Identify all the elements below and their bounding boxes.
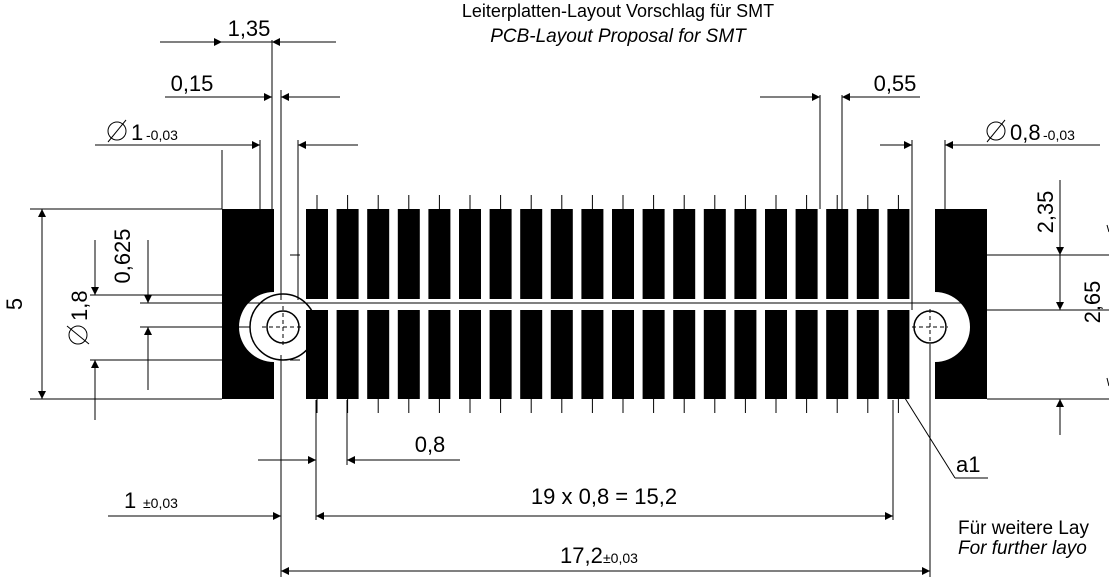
contact-pad bbox=[795, 310, 818, 399]
dim-dia-1-8-label: 1,8 bbox=[67, 290, 92, 321]
note-en: For further layo bbox=[958, 538, 1087, 559]
note-de: Für weitere Lay bbox=[958, 518, 1089, 539]
contact-pad bbox=[642, 209, 665, 299]
dim-pitch-total-label: 19 x 0,8 = 15,2 bbox=[531, 484, 677, 509]
contact-pad bbox=[306, 209, 328, 299]
contact-pad bbox=[734, 209, 757, 299]
dim-0-8: 0,8 bbox=[258, 432, 460, 464]
contact-pad bbox=[826, 310, 849, 399]
dim-1-tol: ±0,03 bbox=[143, 495, 178, 511]
dim-1-35: 1,35 bbox=[160, 16, 336, 46]
dim-2-65: 2,65 bbox=[1056, 224, 1109, 435]
dim-5-label: 5 bbox=[2, 298, 27, 310]
dim-0-625-label: 0,625 bbox=[110, 228, 135, 283]
dim-2-35-label: 2,35 bbox=[1033, 191, 1058, 234]
reference-lines bbox=[30, 208, 1109, 400]
contact-pad bbox=[428, 310, 451, 399]
contact-pad bbox=[856, 310, 879, 399]
contact-pad bbox=[459, 310, 481, 399]
left-mount-pad bbox=[222, 209, 317, 399]
dim-0-55: 0,55 bbox=[760, 71, 920, 101]
contact-pad bbox=[887, 209, 910, 299]
dim-5: 5 bbox=[2, 209, 46, 399]
dim-dia-0-8: 0,8 -0,03 bbox=[880, 119, 1100, 149]
dim-17-2-label: 17,2 bbox=[560, 543, 603, 568]
contact-pad bbox=[734, 310, 757, 399]
contact-pad bbox=[397, 310, 420, 399]
contact-pad bbox=[520, 209, 543, 299]
contact-pad bbox=[489, 310, 512, 399]
pin-a1-label: a1 bbox=[956, 452, 980, 477]
contact-pad bbox=[336, 209, 359, 299]
dim-17-2: 17,2 ±0,03 bbox=[281, 543, 930, 575]
contact-pad bbox=[612, 209, 634, 299]
dim-0-15-label: 0,15 bbox=[171, 71, 214, 96]
contact-pad bbox=[612, 310, 634, 399]
dim-dia-1-label: 1 bbox=[131, 120, 143, 145]
dim-dia-1: 1 -0,03 bbox=[95, 119, 358, 149]
contact-pad bbox=[459, 209, 481, 299]
contact-pads bbox=[306, 195, 910, 413]
dim-dia-0-8-label: 0,8 bbox=[1010, 120, 1041, 145]
contact-pad bbox=[673, 310, 696, 399]
dim-0-15: 0,15 bbox=[165, 71, 340, 101]
dim-dia-1-tol: -0,03 bbox=[146, 127, 178, 143]
contact-pad bbox=[550, 209, 573, 299]
contact-pad bbox=[489, 209, 512, 299]
contact-pad bbox=[856, 209, 879, 299]
contact-pad bbox=[520, 310, 543, 399]
contact-pad bbox=[642, 310, 665, 399]
contact-pad bbox=[765, 209, 787, 299]
contact-pad bbox=[367, 209, 390, 299]
contact-pad bbox=[795, 209, 818, 299]
dim-1: 1 ±0,03 bbox=[108, 488, 340, 520]
contact-pad bbox=[703, 310, 726, 399]
contact-pad bbox=[581, 209, 604, 299]
dim-pitch-total: 19 x 0,8 = 15,2 bbox=[316, 484, 893, 520]
vertical-ref-lines bbox=[221, 40, 946, 577]
title-de: Leiterplatten-Layout Vorschlag für SMT bbox=[462, 1, 774, 21]
contact-pad bbox=[703, 209, 726, 299]
dim-2-65-label: 2,65 bbox=[1080, 281, 1105, 324]
contact-pad bbox=[673, 209, 696, 299]
dim-0-625: 0,625 bbox=[110, 228, 152, 390]
dim-1-35-label: 1,35 bbox=[228, 16, 271, 41]
dim-0-8-label: 0,8 bbox=[415, 432, 446, 457]
contact-pad bbox=[765, 310, 787, 399]
dim-1-label: 1 bbox=[124, 488, 136, 513]
title-en: PCB-Layout Proposal for SMT bbox=[490, 26, 747, 47]
pin-a1-leader: a1 bbox=[902, 394, 988, 479]
contact-pad bbox=[397, 209, 420, 299]
contact-pad bbox=[887, 310, 910, 399]
contact-pad bbox=[367, 310, 390, 399]
contact-pad bbox=[428, 209, 451, 299]
contact-pad bbox=[550, 310, 573, 399]
contact-pad bbox=[336, 310, 359, 399]
dim-dia-1-8: 1,8 bbox=[66, 240, 99, 420]
contact-pad bbox=[306, 310, 328, 399]
contact-pad bbox=[581, 310, 604, 399]
dim-dia-0-8-tol: -0,03 bbox=[1043, 127, 1075, 143]
contact-pad bbox=[826, 209, 849, 299]
right-mount-pad bbox=[912, 209, 987, 399]
dim-0-55-label: 0,55 bbox=[874, 71, 917, 96]
dim-17-2-tol: ±0,03 bbox=[603, 550, 638, 566]
dim-2-35: 2,35 bbox=[1033, 180, 1064, 255]
